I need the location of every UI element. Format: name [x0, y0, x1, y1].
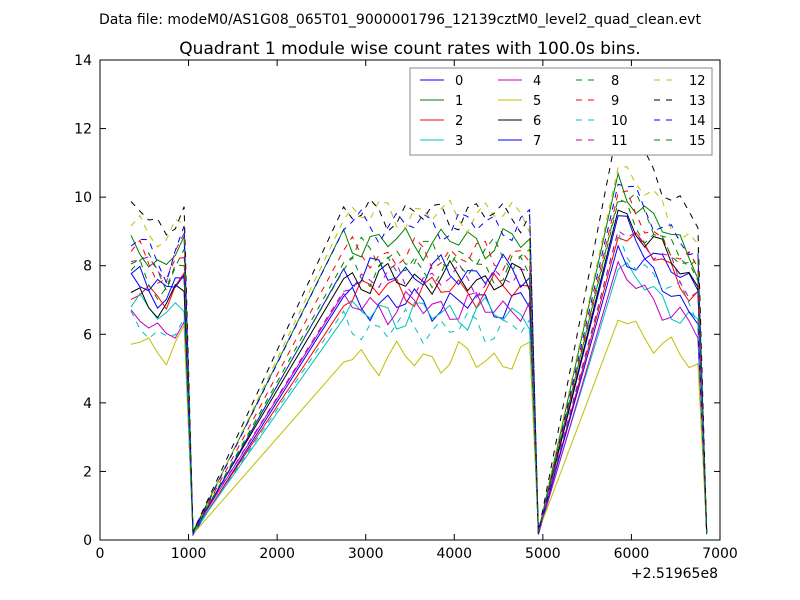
- legend-box: [409, 67, 713, 156]
- y-tick-label: 14: [74, 53, 92, 69]
- series-line-7: [130, 244, 708, 536]
- legend-label-14: 14: [689, 114, 706, 129]
- y-tick-label: 2: [83, 464, 92, 480]
- plot-lines: [130, 124, 708, 537]
- series-line-13: [130, 124, 708, 535]
- x-tick-label: 4000: [436, 546, 472, 562]
- y-tick-label: 4: [83, 396, 92, 412]
- x-tick-label: 6000: [614, 546, 650, 562]
- series-line-0: [130, 215, 708, 537]
- legend-label-8: 8: [611, 74, 619, 89]
- x-tick-label: 7000: [702, 546, 738, 562]
- x-tick-label: 0: [96, 546, 105, 562]
- legend-label-7: 7: [533, 134, 541, 149]
- legend-label-15: 15: [689, 134, 706, 149]
- legend-label-6: 6: [533, 114, 541, 129]
- series-line-15: [130, 198, 708, 535]
- series-line-10: [130, 230, 708, 535]
- y-tick-label: 6: [83, 327, 92, 343]
- series-line-5: [130, 319, 708, 536]
- y-tick-label: 12: [74, 122, 92, 138]
- legend-label-4: 4: [533, 74, 541, 89]
- legend-label-12: 12: [689, 74, 706, 89]
- legend-label-10: 10: [611, 114, 628, 129]
- x-tick-label: 3000: [348, 546, 384, 562]
- file-suptitle: Data file: modeM0/AS1G08_065T01_90000017…: [99, 12, 701, 28]
- legend-label-0: 0: [455, 74, 463, 89]
- legend-label-5: 5: [533, 94, 541, 109]
- y-tick-label: 8: [83, 259, 92, 275]
- series-line-6: [130, 209, 708, 534]
- x-offset-label: +2.51965e8: [631, 566, 718, 582]
- axes-frame: [99, 59, 721, 541]
- legend-label-2: 2: [455, 114, 463, 129]
- x-tick-label: 5000: [525, 546, 561, 562]
- y-tick-label: 10: [74, 190, 92, 206]
- legend-label-9: 9: [611, 94, 619, 109]
- x-tick-label: 2000: [259, 546, 295, 562]
- series-line-8: [130, 192, 708, 535]
- legend-label-3: 3: [455, 134, 463, 149]
- series-line-14: [130, 183, 708, 534]
- legend-label-1: 1: [455, 94, 463, 109]
- chart-title: Quadrant 1 module wise count rates with …: [179, 39, 640, 59]
- legend-label-11: 11: [611, 134, 628, 149]
- x-tick-label: 1000: [171, 546, 207, 562]
- legend-label-13: 13: [689, 94, 706, 109]
- series-line-11: [130, 229, 708, 534]
- y-tick-label: 0: [83, 533, 92, 549]
